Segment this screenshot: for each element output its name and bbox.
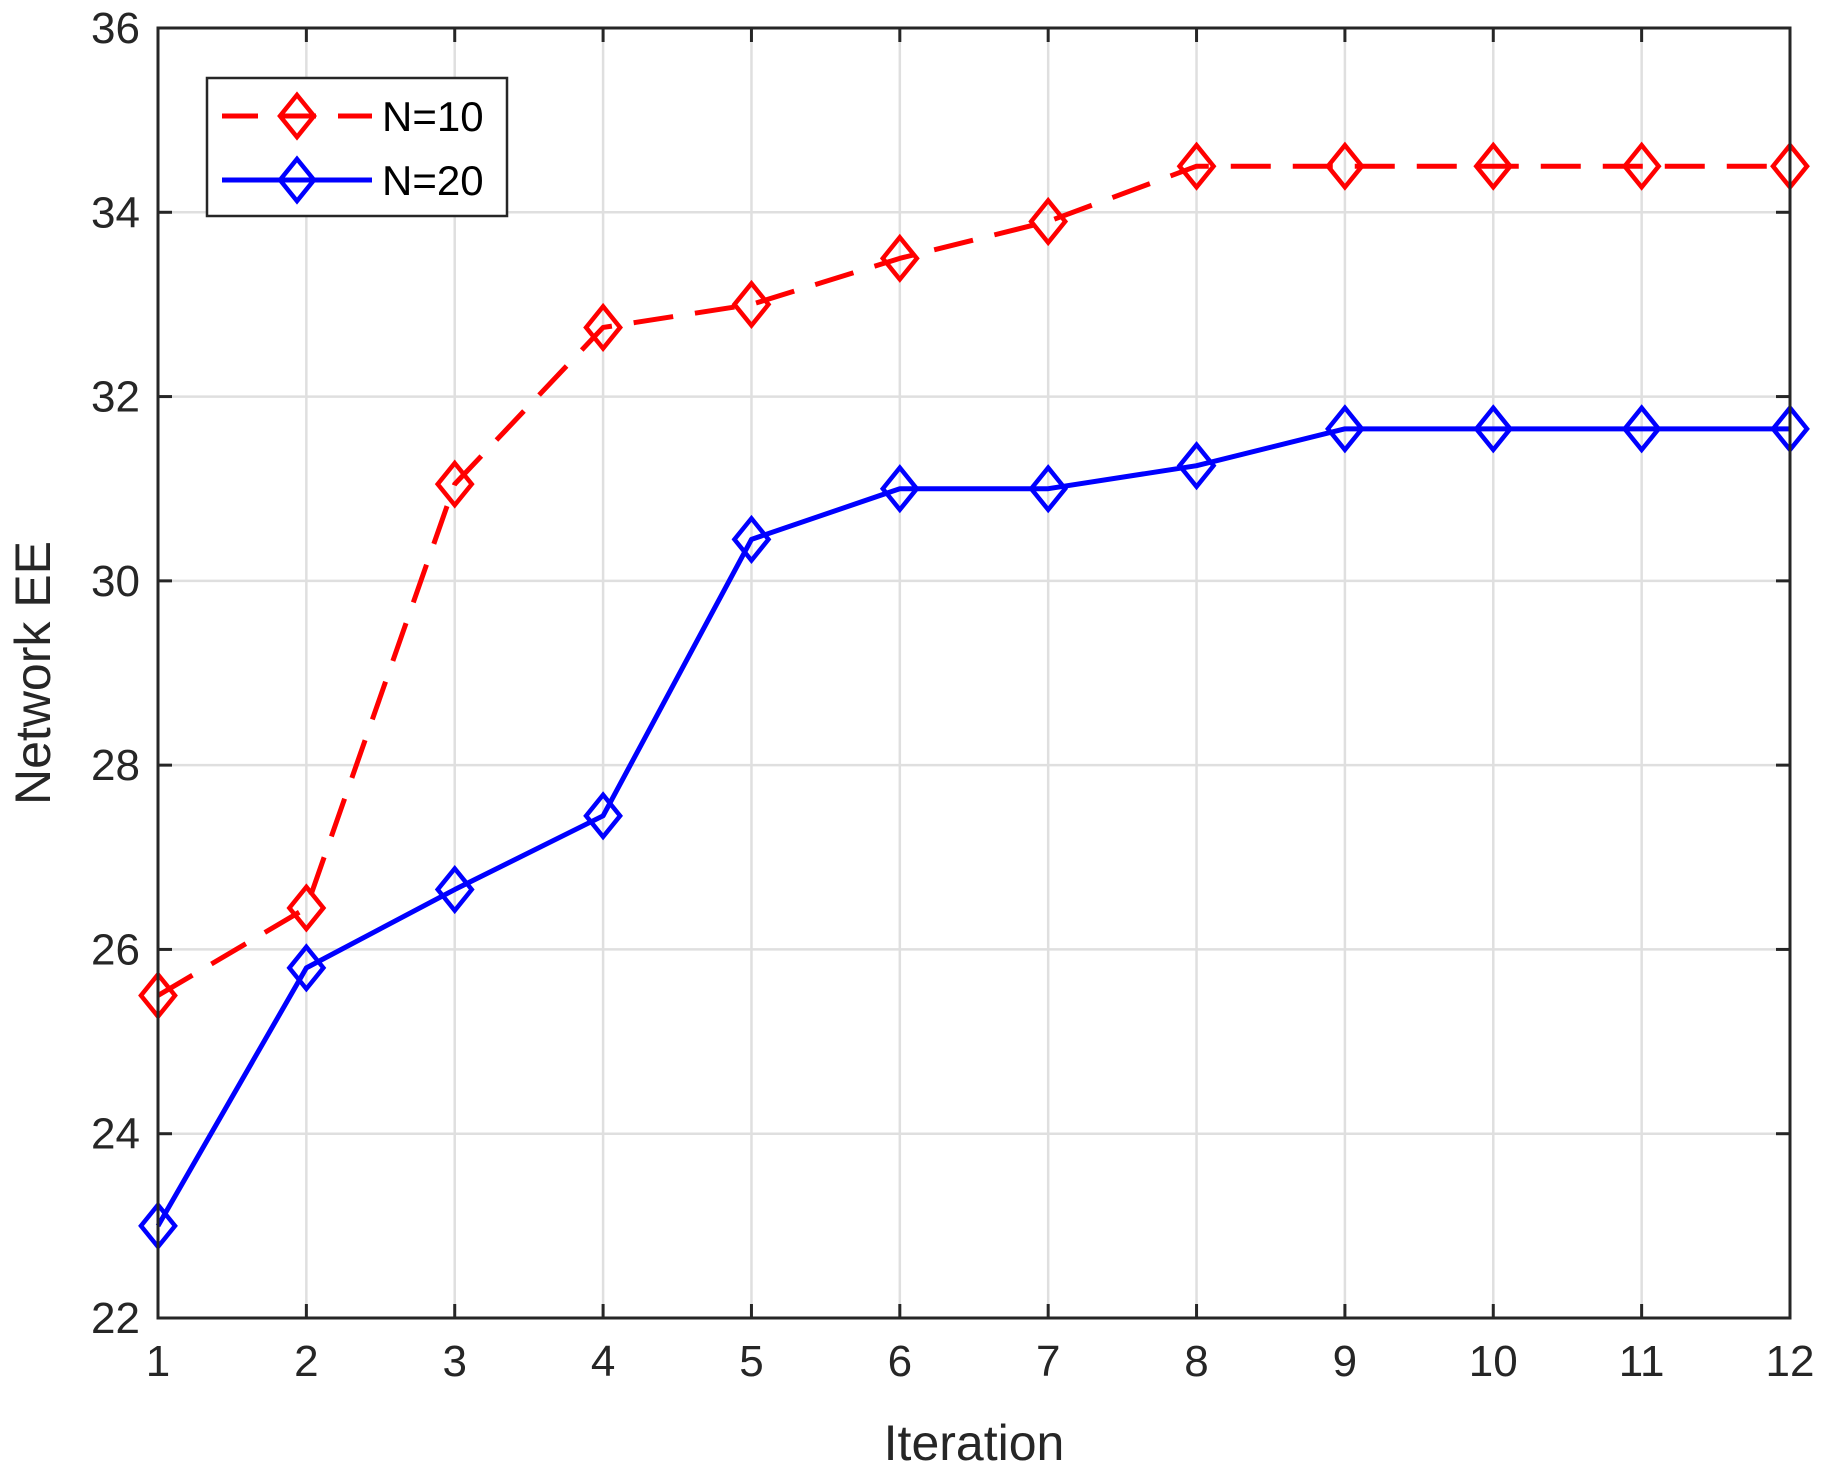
x-tick-label: 8 bbox=[1184, 1337, 1208, 1386]
legend-label: N=10 bbox=[382, 93, 484, 140]
y-tick-label: 28 bbox=[91, 741, 140, 790]
y-tick-label: 26 bbox=[91, 925, 140, 974]
x-tick-label: 11 bbox=[1619, 1337, 1665, 1386]
data-point-marker bbox=[434, 459, 475, 509]
x-tick-label: 1 bbox=[146, 1337, 170, 1386]
data-point-marker bbox=[1325, 404, 1365, 454]
data-point-marker bbox=[879, 464, 920, 514]
data-point-marker bbox=[1621, 404, 1662, 454]
x-tick-label: 9 bbox=[1333, 1337, 1357, 1386]
legend: N=10 N=20 bbox=[205, 76, 509, 218]
plot-border bbox=[156, 26, 1792, 1320]
x-tick-label: 10 bbox=[1469, 1337, 1518, 1386]
x-axis-label: Iteration bbox=[884, 1415, 1065, 1471]
plot-background bbox=[158, 28, 1790, 1318]
y-tick-label: 32 bbox=[91, 373, 140, 422]
legend-label: N=20 bbox=[382, 157, 484, 204]
data-point-marker bbox=[286, 883, 327, 933]
legend-marker bbox=[277, 91, 317, 141]
data-point-marker bbox=[879, 233, 920, 283]
data-point-marker bbox=[731, 279, 772, 330]
x-tick-label: 6 bbox=[888, 1337, 912, 1386]
data-point-marker bbox=[583, 791, 623, 841]
y-tick-label: 36 bbox=[91, 4, 140, 53]
y-tick-label: 30 bbox=[91, 557, 140, 606]
y-tick-label: 22 bbox=[91, 1294, 140, 1343]
y-tick-labels: 22 24 26 28 30 32 34 36 bbox=[91, 4, 140, 1343]
data-point-marker bbox=[1028, 464, 1069, 514]
data-point-marker bbox=[1028, 196, 1069, 247]
series-line bbox=[155, 426, 1790, 1228]
x-tick-label: 5 bbox=[739, 1337, 763, 1386]
data-point-marker bbox=[1176, 141, 1217, 191]
data-point-marker bbox=[1473, 404, 1514, 454]
x-tick-label: 3 bbox=[442, 1337, 466, 1386]
x-tick-label: 12 bbox=[1766, 1337, 1815, 1386]
data-point-marker bbox=[286, 943, 327, 993]
data-point-marker bbox=[1473, 141, 1514, 191]
data-point-marker bbox=[583, 302, 623, 353]
data-point-marker bbox=[1325, 141, 1365, 191]
y-axis-label: Network EE bbox=[5, 541, 61, 805]
data-point-marker bbox=[434, 864, 475, 915]
legend-box bbox=[205, 76, 509, 218]
x-tick-label: 2 bbox=[294, 1337, 318, 1386]
x-tick-labels: 1 2 3 4 5 6 7 8 9 10 11 12 bbox=[146, 1337, 1815, 1386]
legend-entry: N=20 bbox=[222, 155, 484, 205]
axis-ticks bbox=[156, 26, 1792, 1320]
data-point-marker bbox=[1621, 141, 1662, 191]
series-line bbox=[156, 163, 1790, 998]
data-point-marker bbox=[1176, 441, 1217, 491]
legend-entries: N=10 N=20 bbox=[222, 91, 484, 205]
y-tick-label: 24 bbox=[91, 1110, 140, 1159]
series-1 bbox=[138, 141, 1810, 1021]
x-tick-label: 7 bbox=[1036, 1337, 1060, 1386]
legend-entry: N=10 bbox=[222, 91, 484, 141]
x-tick-label: 4 bbox=[591, 1337, 615, 1386]
y-tick-label: 34 bbox=[91, 188, 140, 237]
data-point-marker bbox=[731, 514, 772, 564]
legend-marker bbox=[277, 155, 317, 205]
